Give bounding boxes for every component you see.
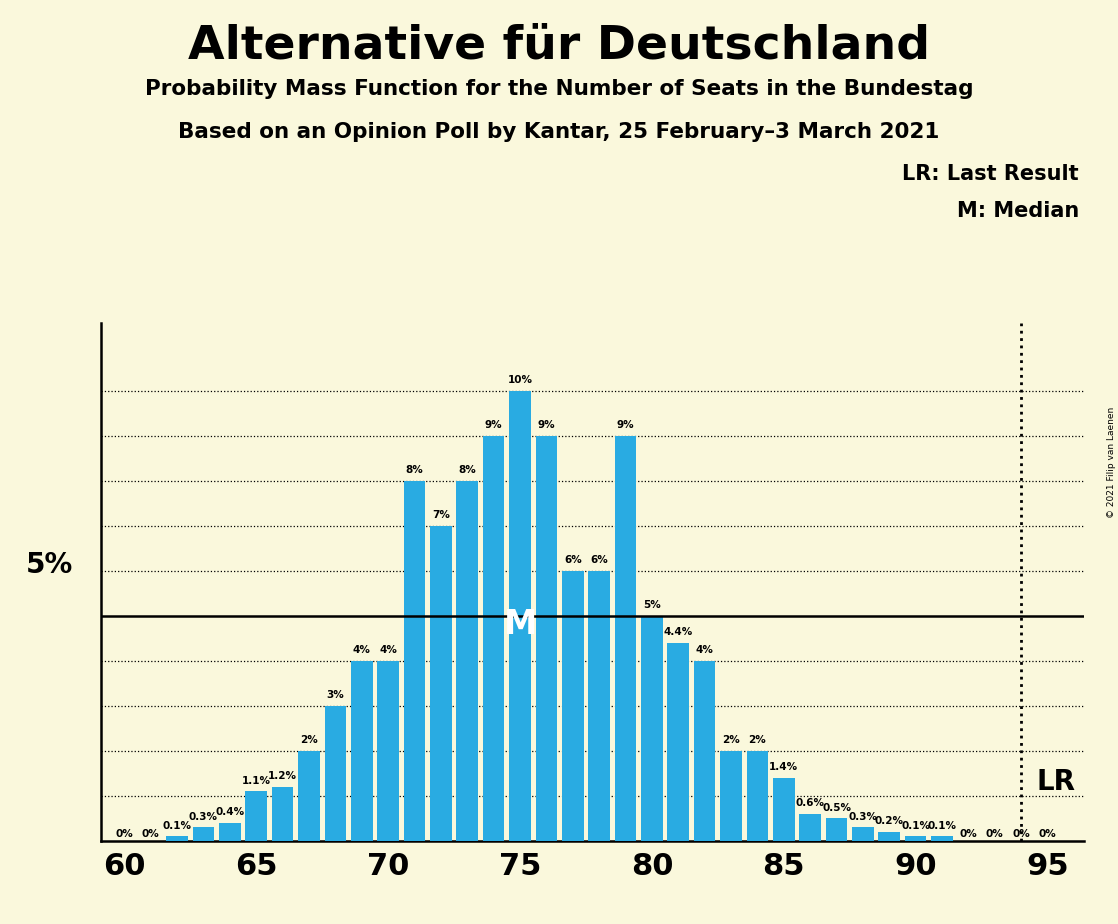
Text: 3%: 3% <box>326 690 344 700</box>
Text: 1.1%: 1.1% <box>241 776 271 786</box>
Bar <box>456 480 479 841</box>
Text: 4%: 4% <box>695 646 713 655</box>
Bar <box>272 787 293 841</box>
Text: 4%: 4% <box>353 646 371 655</box>
Bar <box>430 526 452 841</box>
Bar <box>324 706 347 841</box>
Text: 4%: 4% <box>379 646 397 655</box>
Text: 9%: 9% <box>485 420 502 431</box>
Bar <box>904 836 927 841</box>
Text: 10%: 10% <box>508 375 532 385</box>
Text: 0%: 0% <box>115 829 133 839</box>
Text: © 2021 Filip van Laenen: © 2021 Filip van Laenen <box>1107 407 1116 517</box>
Bar <box>167 836 188 841</box>
Bar <box>219 823 240 841</box>
Bar <box>246 791 267 841</box>
Text: 0%: 0% <box>1039 829 1057 839</box>
Text: 2%: 2% <box>722 736 740 746</box>
Text: M: M <box>503 608 537 641</box>
Text: 1.2%: 1.2% <box>268 772 297 782</box>
Text: Probability Mass Function for the Number of Seats in the Bundestag: Probability Mass Function for the Number… <box>144 79 974 99</box>
Bar <box>773 778 795 841</box>
Bar <box>641 616 663 841</box>
Bar <box>667 643 689 841</box>
Bar <box>404 480 425 841</box>
Text: 4.4%: 4.4% <box>664 627 693 638</box>
Text: 5%: 5% <box>26 552 73 579</box>
Text: 0.4%: 0.4% <box>216 808 245 818</box>
Bar <box>536 436 557 841</box>
Text: 0%: 0% <box>1012 829 1030 839</box>
Text: 9%: 9% <box>538 420 556 431</box>
Text: 6%: 6% <box>563 555 581 565</box>
Text: 1.4%: 1.4% <box>769 762 798 772</box>
Text: 0.6%: 0.6% <box>796 798 825 808</box>
Bar <box>826 819 847 841</box>
Bar <box>192 827 215 841</box>
Text: 0.1%: 0.1% <box>928 821 957 831</box>
Text: 0%: 0% <box>959 829 977 839</box>
Bar <box>562 571 584 841</box>
Text: M: Median: M: Median <box>957 201 1079 222</box>
Text: 8%: 8% <box>458 466 476 476</box>
Text: 8%: 8% <box>406 466 424 476</box>
Bar <box>747 751 768 841</box>
Bar <box>799 814 821 841</box>
Text: 9%: 9% <box>617 420 634 431</box>
Text: 2%: 2% <box>749 736 766 746</box>
Bar <box>720 751 742 841</box>
Bar <box>879 832 900 841</box>
Text: 6%: 6% <box>590 555 608 565</box>
Bar <box>509 391 531 841</box>
Bar <box>615 436 636 841</box>
Bar <box>588 571 610 841</box>
Text: 0.5%: 0.5% <box>822 803 851 813</box>
Text: Based on an Opinion Poll by Kantar, 25 February–3 March 2021: Based on an Opinion Poll by Kantar, 25 F… <box>178 122 940 142</box>
Text: 5%: 5% <box>643 601 661 611</box>
Bar <box>299 751 320 841</box>
Text: 2%: 2% <box>300 736 318 746</box>
Bar <box>694 661 716 841</box>
Text: 0.3%: 0.3% <box>849 812 878 822</box>
Text: 7%: 7% <box>432 510 449 520</box>
Text: 0%: 0% <box>142 829 160 839</box>
Text: LR: LR <box>1038 769 1076 796</box>
Bar <box>931 836 953 841</box>
Text: LR: Last Result: LR: Last Result <box>902 164 1079 185</box>
Bar <box>377 661 399 841</box>
Text: Alternative für Deutschland: Alternative für Deutschland <box>188 23 930 68</box>
Text: 0.3%: 0.3% <box>189 812 218 822</box>
Text: 0.1%: 0.1% <box>901 821 930 831</box>
Bar <box>351 661 372 841</box>
Text: 0.2%: 0.2% <box>874 817 903 826</box>
Text: 0.1%: 0.1% <box>162 821 191 831</box>
Text: 0%: 0% <box>986 829 1004 839</box>
Bar <box>852 827 873 841</box>
Bar <box>483 436 504 841</box>
